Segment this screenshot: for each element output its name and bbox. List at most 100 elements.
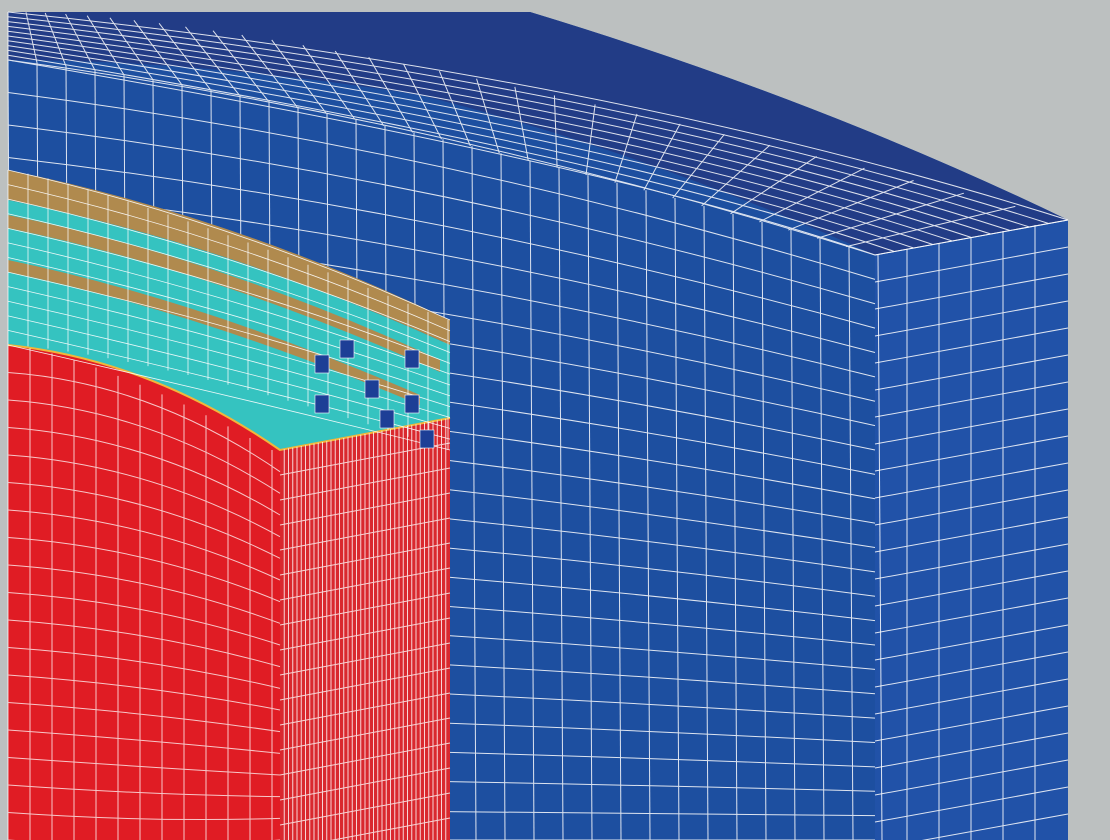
core-side-horizontal-line xyxy=(279,467,451,501)
red-core-grid xyxy=(7,345,281,840)
shell-top-arc xyxy=(7,54,895,252)
core-side-horizontal-line xyxy=(279,792,451,826)
shell-top-arc xyxy=(7,11,1069,221)
shell-vertical-line xyxy=(529,160,535,840)
core-side-horizontal-line xyxy=(279,517,451,551)
shell-top-radial xyxy=(672,133,725,199)
shell-vertical-line xyxy=(587,175,593,840)
shell-vertical-line xyxy=(790,230,796,840)
core-side-horizontal-line xyxy=(279,767,451,801)
shell-top-radial xyxy=(212,30,269,102)
shell-ring-line xyxy=(7,92,876,280)
winding-block xyxy=(404,349,420,369)
shell-top-arc xyxy=(7,49,914,249)
outer-shell-top-surface xyxy=(8,12,1068,255)
core-ring-line xyxy=(7,812,281,821)
winding-block xyxy=(364,379,380,399)
shell-vertical-line xyxy=(703,205,709,840)
core-ring-line xyxy=(7,647,281,689)
winding-ring-line xyxy=(7,344,451,451)
shell-top-arc xyxy=(7,25,1011,231)
core-ring-line xyxy=(7,537,281,603)
core-ring-line xyxy=(7,454,281,538)
winding-grid xyxy=(7,169,451,451)
layered-winding-middle xyxy=(8,215,440,372)
core-ring-line xyxy=(7,482,281,559)
layered-winding-top xyxy=(8,170,450,345)
core-side-horizontal-line xyxy=(279,692,451,726)
shell-top-arc xyxy=(7,35,972,238)
shell-vertical-line xyxy=(616,182,622,840)
core-ring-line xyxy=(7,592,281,646)
shell-top-radial xyxy=(133,20,182,85)
winding-ring-line xyxy=(7,198,451,343)
shell-top-radial xyxy=(25,12,38,63)
shell-top-radial xyxy=(185,26,240,96)
shell-top-radial xyxy=(614,113,638,183)
red-core-front-face xyxy=(8,345,280,840)
shell-ring-line xyxy=(7,157,876,329)
shell-top-radial xyxy=(86,15,125,75)
winding-block xyxy=(314,354,330,374)
shell-top-radial xyxy=(334,50,385,127)
core-side-horizontal-line xyxy=(279,717,451,751)
shell-vertical-line xyxy=(732,213,738,840)
shell-top-radial xyxy=(817,192,965,239)
shell-vertical-line xyxy=(848,246,854,840)
shell-top-radial xyxy=(701,144,771,207)
core-side-horizontal-line xyxy=(330,817,451,840)
shell-top-radial xyxy=(553,95,558,168)
winding-ring-line xyxy=(7,271,451,397)
core-ring-line xyxy=(7,564,281,624)
shell-vertical-line xyxy=(761,221,767,840)
winding-ring-line xyxy=(7,257,451,386)
shell-top-arc xyxy=(7,21,1030,228)
shell-ring-line xyxy=(7,124,876,305)
shell-top-arc xyxy=(7,30,991,235)
shell-top-radial xyxy=(585,104,596,176)
core-ring-line xyxy=(7,427,281,516)
shell-top-radial xyxy=(109,17,153,80)
core-side-horizontal-line xyxy=(279,492,451,526)
core-side-horizontal-line xyxy=(279,667,451,701)
core-ring-line xyxy=(7,372,281,473)
core-ring-line xyxy=(7,729,281,754)
core-ring-line xyxy=(7,399,281,494)
core-ring-line xyxy=(7,674,281,711)
winding-ring-line xyxy=(7,169,451,321)
shell-top-radial xyxy=(759,167,865,223)
shell-vertical-line xyxy=(500,153,506,840)
winding-ring-line xyxy=(7,300,451,418)
winding-ring-line xyxy=(7,213,451,353)
shell-top-radial xyxy=(476,78,500,154)
shell-vertical-line xyxy=(674,198,680,840)
core-side-horizontal-line xyxy=(279,617,451,651)
winding-ring-line xyxy=(7,184,451,332)
shell-vertical-line xyxy=(558,167,564,840)
core-side-horizontal-line xyxy=(279,542,451,576)
winding-block xyxy=(404,394,420,414)
shell-vertical-line xyxy=(645,190,651,840)
winding-block xyxy=(419,429,435,449)
core-side-horizontal-line xyxy=(279,592,451,626)
winding-ring-line xyxy=(7,286,451,408)
core-side-horizontal-line xyxy=(279,642,451,676)
shell-top-radial xyxy=(845,205,1016,248)
outer-shell-side-grid xyxy=(874,219,1069,840)
shell-top-radial xyxy=(65,13,96,71)
shell-top-arc xyxy=(7,16,1049,224)
shell-vertical-line xyxy=(819,238,825,840)
shell-top-radial xyxy=(158,23,211,90)
core-side-horizontal-line xyxy=(279,742,451,776)
shell-vertical-line xyxy=(877,254,883,840)
shell-top-radial xyxy=(730,156,817,215)
winding-ring-line xyxy=(7,242,451,375)
shell-top-radial xyxy=(643,123,681,191)
shell-top-radial xyxy=(302,44,356,120)
core-side-horizontal-line xyxy=(279,567,451,601)
winding-block xyxy=(314,394,330,414)
shell-top-radial xyxy=(438,70,471,147)
core-ring-line xyxy=(7,509,281,581)
